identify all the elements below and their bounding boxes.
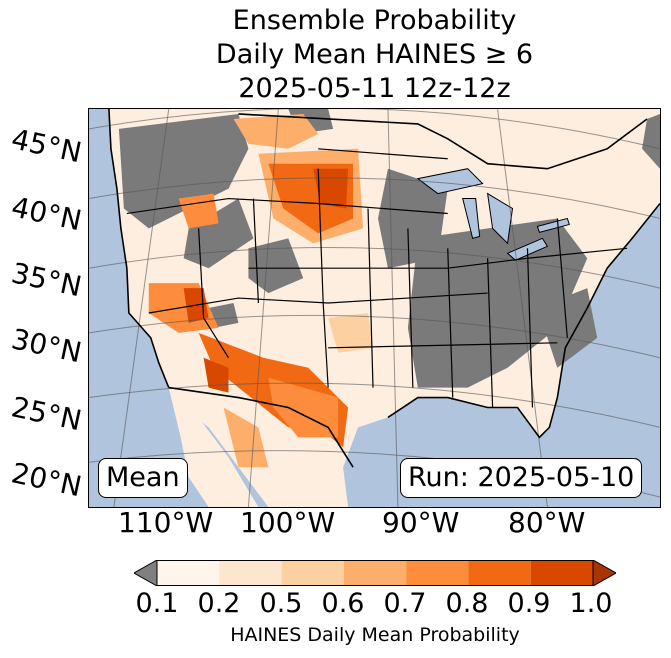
lon-label-100: 100°W bbox=[240, 506, 336, 539]
colorbar-segment-0 bbox=[157, 560, 220, 586]
mean-label: Mean bbox=[98, 458, 188, 498]
colorbar-tick-1: 0.2 bbox=[197, 588, 241, 619]
colorbar-segment-1 bbox=[219, 560, 282, 586]
lat-label-35: 35°N bbox=[8, 256, 85, 304]
title-line-2: Daily Mean HAINES ≥ 6 bbox=[215, 39, 534, 70]
title-line-3: 2025-05-11 12z-12z bbox=[238, 73, 511, 104]
colorbar-segment-4 bbox=[406, 560, 469, 586]
title-line-1: Ensemble Probability bbox=[232, 5, 517, 36]
state-borders bbox=[126, 148, 628, 408]
country-border bbox=[108, 109, 660, 468]
colorbar-under-arrow bbox=[134, 560, 158, 586]
lat-label-25: 25°N bbox=[8, 390, 85, 438]
lon-label-80: 80°W bbox=[508, 506, 586, 539]
run-date-label: Run: 2025-05-10 bbox=[400, 458, 643, 498]
mexico-land bbox=[168, 387, 259, 507]
lat-label-40: 40°N bbox=[8, 190, 85, 238]
lat-label-45: 45°N bbox=[8, 122, 85, 170]
lat-label-30: 30°N bbox=[8, 322, 85, 370]
colorbar-tick-5: 0.8 bbox=[445, 588, 489, 619]
lon-label-90: 90°W bbox=[382, 506, 460, 539]
colorbar bbox=[134, 560, 616, 586]
lat-label-20: 20°N bbox=[8, 456, 85, 504]
probability-map bbox=[88, 108, 661, 508]
colorbar-tick-6: 0.9 bbox=[507, 588, 551, 619]
colorbar-segment-5 bbox=[468, 560, 531, 586]
colorbar-label: HAINES Daily Mean Probability bbox=[230, 624, 520, 646]
colorbar-tick-3: 0.6 bbox=[321, 588, 365, 619]
lon-label-110: 110°W bbox=[118, 506, 214, 539]
graticule bbox=[89, 109, 660, 507]
colorbar-tick-4: 0.7 bbox=[383, 588, 427, 619]
plot-title: Ensemble Probability Daily Mean HAINES ≥… bbox=[88, 4, 661, 106]
colorbar-tick-0: 0.1 bbox=[135, 588, 179, 619]
colorbar-border bbox=[156, 560, 594, 586]
colorbar-over-arrow bbox=[592, 560, 616, 586]
colorbar-segment-2 bbox=[281, 560, 344, 586]
colorbar-segment-3 bbox=[343, 560, 407, 586]
colorbar-tick-7: 1.0 bbox=[569, 588, 613, 619]
colorbar-segment-6 bbox=[530, 560, 593, 586]
colorbar-tick-2: 0.5 bbox=[259, 588, 303, 619]
